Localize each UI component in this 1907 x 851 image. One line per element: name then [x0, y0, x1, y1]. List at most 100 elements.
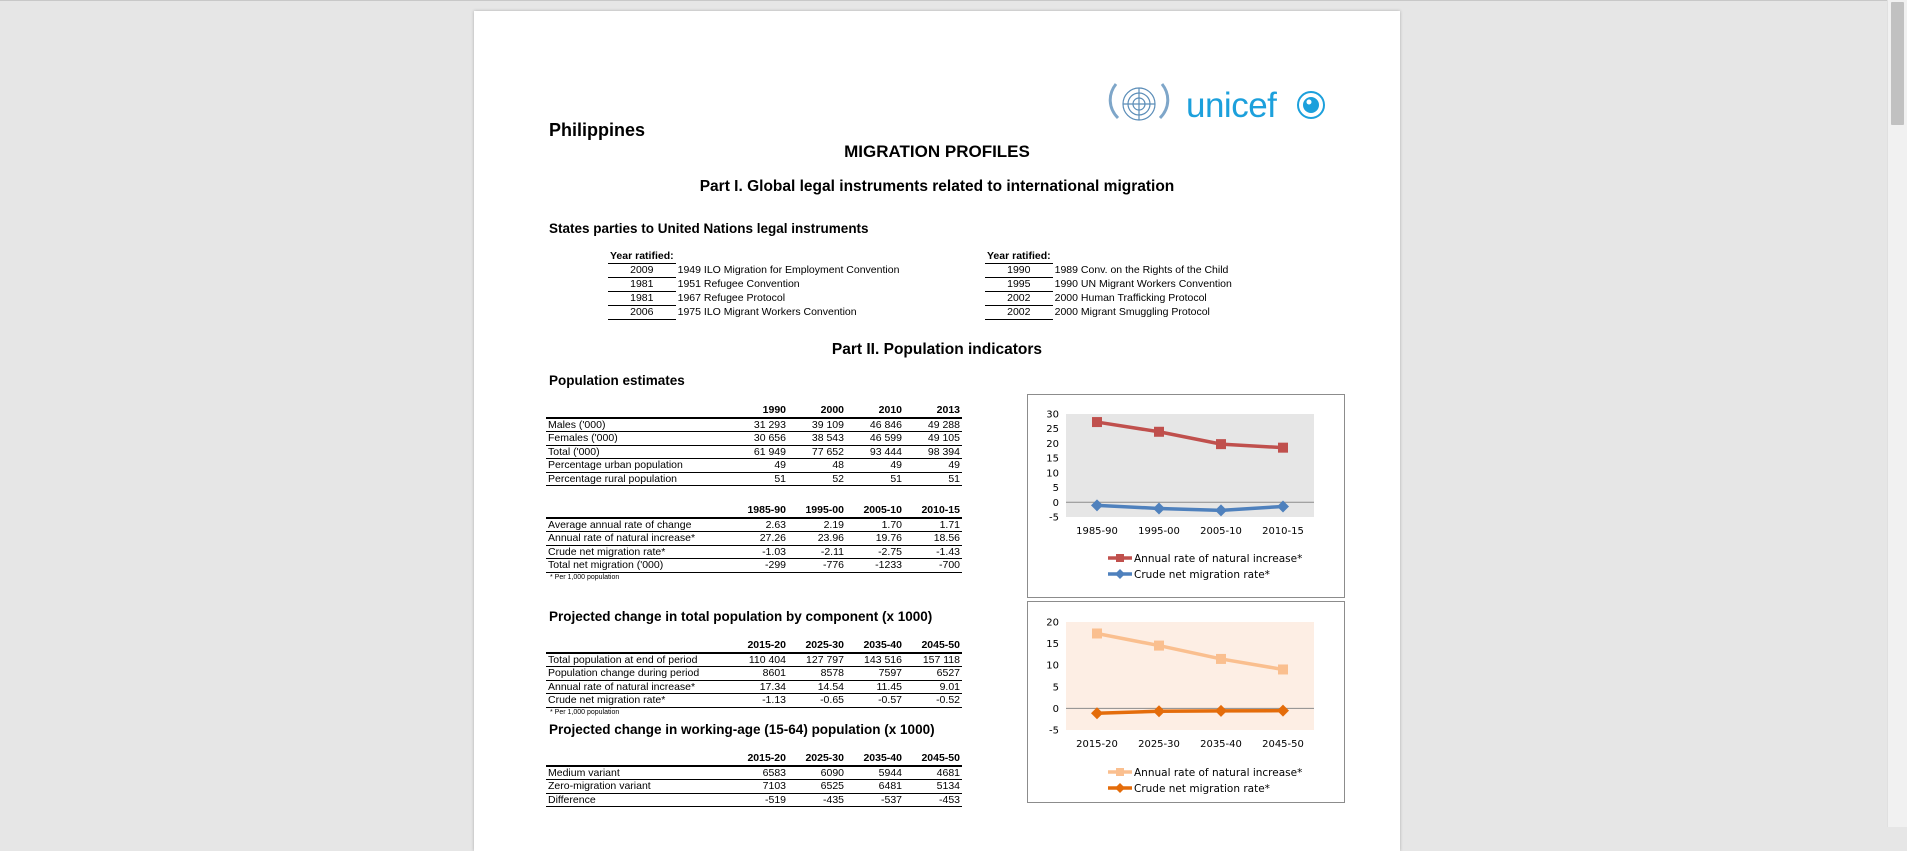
x-tick-label: 2010-15 [1262, 526, 1304, 537]
legend-marker [1116, 768, 1124, 776]
un-emblem-icon [1108, 83, 1170, 121]
table-row: Females ('000) 30 656 38 543 46 599 49 105 [546, 431, 962, 446]
data-point [1154, 640, 1164, 651]
table-row: Zero-migration variant 7103 6525 6481 5134 [546, 779, 962, 794]
part1-title: Part I. Global legal instruments related… [699, 178, 1175, 195]
scrollbar-thumb[interactable] [1891, 2, 1904, 125]
y-tick-label: 0 [1053, 704, 1059, 715]
legend-label: Annual rate of natural increase* [1134, 767, 1302, 779]
document-page: unicef Philippines MIGRATION PROFILES Pa… [474, 11, 1400, 851]
y-tick-label: 30 [1046, 410, 1059, 421]
population-rates-table: 1985-90 1995-00 2005-10 2010-15 Average … [546, 504, 962, 573]
window-top-border [0, 0, 1907, 1]
plot-area [1066, 414, 1314, 517]
data-point [1215, 504, 1227, 517]
y-tick-label: 25 [1046, 424, 1059, 435]
data-point [1216, 653, 1226, 664]
legend-marker [1115, 783, 1125, 793]
table-row: 1981 1951 Refugee Convention [608, 277, 901, 292]
table-row: Males ('000) 31 293 39 109 46 846 49 288 [546, 417, 962, 432]
table-row: Total population at end of period 110 404… [546, 652, 962, 667]
table-row: Crude net migration rate* -1.13 -0.65 -0.57… [546, 693, 962, 708]
projected-rates-chart-svg: 20 15 10 5 0 -5 2015-20 2025-30 2035-40 2045-50 An… [1046, 618, 1314, 795]
part2-title: Part II. Population indicators [831, 341, 1043, 358]
table-row: 1981 1967 Refugee Protocol [608, 291, 901, 306]
y-tick-label: -5 [1049, 513, 1059, 524]
table-row: Annual rate of natural increase* 17.34 14.… [546, 680, 962, 694]
table-row: Medium variant 6583 6090 5944 4681 [546, 765, 962, 780]
footnote: * Per 1,000 population [550, 574, 620, 581]
table-row: Population change during period 8601 8578 7… [546, 666, 962, 681]
table-row: 2009 1949 ILO Migration for Employment Co… [608, 263, 901, 278]
projected-working-age-heading: Projected change in working-age (15-64) … [549, 722, 935, 737]
vertical-scrollbar[interactable] [1887, 0, 1907, 827]
x-tick-label: 1995-00 [1138, 526, 1180, 537]
data-point [1216, 439, 1226, 450]
instruments-table-left: Year ratified: 2009 1949 ILO Migration fo… [608, 250, 901, 320]
table-row: Annual rate of natural increase* 27.26 23.… [546, 531, 962, 546]
unicef-logo-text: unicef [1186, 86, 1277, 125]
table-row: Percentage urban population 49 48 49 49 [546, 458, 962, 473]
y-tick-label: 15 [1046, 454, 1059, 465]
legal-instruments-heading: States parties to United Nations legal i… [549, 221, 869, 236]
table-row: 2002 2000 Human Trafficking Protocol [985, 291, 1234, 306]
instruments-table-right: Year ratified: 1990 1989 Conv. on the Rig… [985, 250, 1234, 320]
rates-chart: 30 25 20 15 10 5 0 -5 1985-90 1995-00 2005-10 2010-… [1027, 394, 1345, 598]
table-row: Crude net migration rate* -1.03 -2.11 -2.75… [546, 545, 962, 559]
unicef-globe-icon [1297, 91, 1325, 119]
data-point [1215, 704, 1227, 717]
year-ratified-header: Year ratified: [608, 250, 676, 264]
population-estimates-table: 1990 2000 2010 2013 Males ('000) 31 293 39… [546, 404, 962, 486]
projected-component-table: 2015-20 2025-30 2035-40 2045-50 Total po… [546, 639, 962, 708]
projected-component-heading: Projected change in total population by … [549, 609, 933, 624]
rates-chart-svg: 30 25 20 15 10 5 0 -5 1985-90 1995-00 2005-10 2010-… [1046, 410, 1314, 581]
footnote: * Per 1,000 population [550, 709, 620, 716]
legend-label: Annual rate of natural increase* [1134, 553, 1302, 565]
table-row: Total net migration ('000) -299 -776 -1233-… [546, 558, 962, 573]
legend-marker [1116, 554, 1124, 562]
page-title: MIGRATION PROFILES [844, 142, 1030, 161]
x-tick-label: 2045-50 [1262, 739, 1304, 750]
country-name: Philippines [549, 120, 646, 140]
y-tick-label: 0 [1053, 498, 1059, 509]
legend-marker [1115, 569, 1125, 579]
data-point [1277, 704, 1289, 717]
table-row: 1995 1990 UN Migrant Workers Convention [985, 277, 1234, 292]
data-point [1091, 499, 1103, 512]
population-estimates-heading: Population estimates [549, 373, 685, 388]
year-ratified-header: Year ratified: [985, 250, 1053, 264]
y-tick-label: 5 [1053, 682, 1059, 693]
data-point [1091, 707, 1103, 720]
y-tick-label: -5 [1049, 726, 1059, 737]
legend-label: Crude net migration rate* [1134, 569, 1270, 581]
projected-rates-chart: 20 15 10 5 0 -5 2015-20 2025-30 2035-40 2045-50 An… [1027, 601, 1345, 803]
table-row: Average annual rate of change 2.63 2.19 1.7… [546, 517, 962, 532]
x-tick-label: 2035-40 [1200, 739, 1242, 750]
data-point [1153, 705, 1165, 718]
data-point [1277, 500, 1289, 513]
x-tick-label: 2005-10 [1200, 526, 1242, 537]
legend-label: Crude net migration rate* [1134, 783, 1270, 795]
data-point [1092, 417, 1102, 428]
series-line [1096, 631, 1284, 672]
table-row: 2006 1975 ILO Migrant Workers Convention [608, 305, 901, 320]
y-tick-label: 10 [1046, 661, 1059, 672]
data-point [1153, 502, 1165, 515]
table-row: 2002 2000 Migrant Smuggling Protocol [985, 305, 1234, 320]
series-line [1096, 420, 1284, 450]
projected-working-age-table: 2015-20 2025-30 2035-40 2045-50 Medium v… [546, 752, 962, 807]
y-tick-label: 10 [1046, 468, 1059, 479]
data-point [1278, 442, 1288, 453]
logo-area [1104, 74, 1329, 139]
data-point [1092, 628, 1102, 639]
y-tick-label: 20 [1046, 618, 1059, 629]
table-row: Total ('000) 61 949 77 652 93 444 98 394 [546, 445, 962, 459]
y-tick-label: 15 [1046, 639, 1059, 650]
x-tick-label: 1985-90 [1076, 526, 1118, 537]
x-tick-label: 2025-30 [1138, 739, 1180, 750]
y-tick-label: 5 [1053, 483, 1059, 494]
table-row: Difference -519 -435 -537 -453 [546, 793, 962, 807]
table-row: 1990 1989 Conv. on the Rights of the Chil… [985, 263, 1234, 278]
series-line [1096, 708, 1284, 716]
x-tick-label: 2015-20 [1076, 739, 1118, 750]
